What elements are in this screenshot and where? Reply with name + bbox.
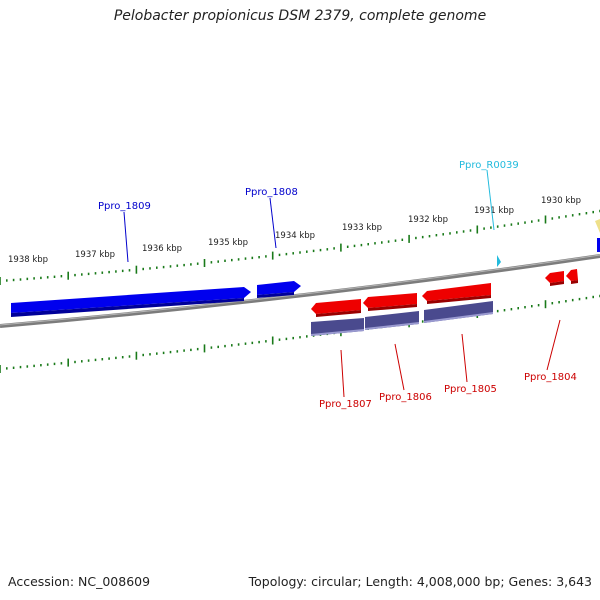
genome-backbone [0,254,600,328]
label-Ppro_R0039[interactable]: Ppro_R0039 [459,160,519,171]
gene-Ppro_1805[interactable] [422,283,491,304]
scale-label-1930: 1930 kbp [541,196,581,206]
outer-scale-track [0,209,600,285]
leader-Ppro_1809 [123,211,129,263]
gene-Ppro_R0039[interactable] [497,255,501,267]
leader-Ppro_1807 [340,349,345,398]
gene-Ppro_1804[interactable] [545,269,578,286]
scale-label-1932: 1932 kbp [408,215,448,225]
gene-Ppro_1807[interactable] [311,299,361,317]
scale-label-1933: 1933 kbp [342,223,382,233]
protein-bar-Ppro_1806-edge [365,322,419,330]
label-Ppro_1806[interactable]: Ppro_1806 [379,392,432,403]
leader-Ppro_1804 [546,319,561,371]
genome-summary-text: Topology: circular; Length: 4,008,000 bp… [248,574,592,589]
protein-bar-Ppro_1807-edge [311,329,364,336]
label-Ppro_1804[interactable]: Ppro_1804 [524,372,577,383]
genome-backbone-highlight [0,254,600,326]
scale-label-1934: 1934 kbp [275,231,315,241]
label-leaders [123,169,561,398]
label-Ppro_1807[interactable]: Ppro_1807 [319,399,372,410]
label-Ppro_1808[interactable]: Ppro_1808 [245,187,298,198]
scale-label-1935: 1935 kbp [208,238,248,248]
scale-label-1936: 1936 kbp [142,244,182,254]
map-title: Pelobacter propionicus DSM 2379, complet… [113,8,487,24]
leader-Ppro_1806 [394,343,405,391]
scale-label-1931: 1931 kbp [474,206,514,216]
scale-labels: 1938 kbp 1937 kbp 1936 kbp 1935 kbp 1934… [8,196,581,265]
scale-label-1937: 1937 kbp [75,250,115,260]
accession-text: Accession: NC_008609 [8,574,151,589]
scale-label-1938: 1938 kbp [8,255,48,265]
gene-Ppro_1809[interactable] [11,287,251,317]
protein-bars [311,301,493,336]
leader-Ppro_R0039 [486,169,495,231]
gene-partial-right-yellow[interactable] [595,219,600,233]
label-Ppro_1809[interactable]: Ppro_1809 [98,201,151,212]
gene-Ppro_1806[interactable] [363,293,417,311]
gene-Ppro_1808[interactable] [257,281,301,298]
leader-Ppro_1805 [461,333,468,383]
leader-Ppro_1808 [269,197,277,249]
protein-bar-Ppro_1805-edge [424,312,493,323]
gene-partial-right-blue[interactable] [597,238,600,252]
protein-bar-Ppro_1805 [424,301,493,323]
label-Ppro_1805[interactable]: Ppro_1805 [444,384,497,395]
